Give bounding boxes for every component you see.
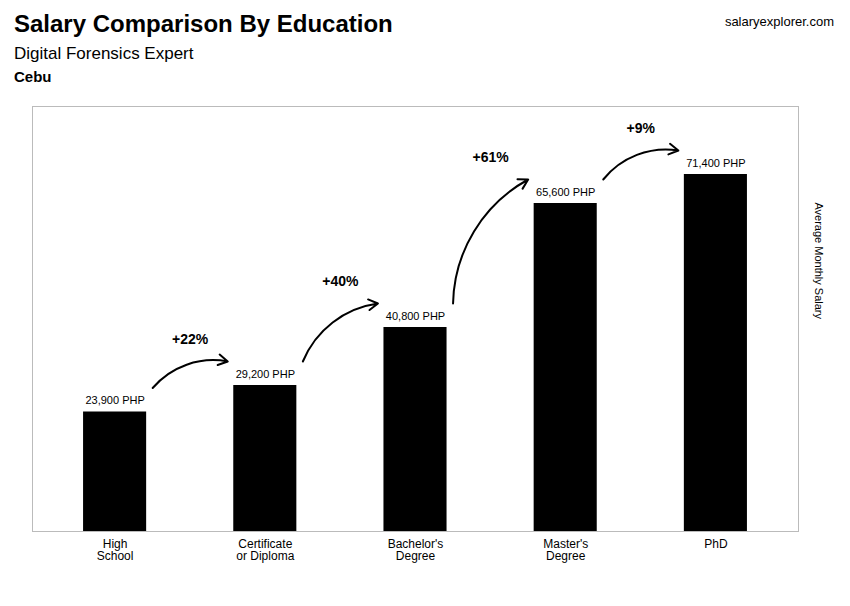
svg-text:71,400 PHP: 71,400 PHP — [686, 157, 745, 169]
html-text:Cebu: Cebu — [14, 68, 52, 85]
html-text:Digital Forensics Expert: Digital Forensics Expert — [14, 44, 194, 63]
html-text:salaryexplorer.com: salaryexplorer.com — [724, 14, 834, 29]
svg-text:HighSchool: HighSchool — [97, 537, 134, 563]
html-text:Salary Comparison By Education: Salary Comparison By Education — [14, 10, 393, 37]
svg-text:23,900 PHP: 23,900 PHP — [85, 394, 144, 406]
svg-text:+9%: +9% — [627, 120, 656, 136]
svg-text:+40%: +40% — [322, 273, 359, 289]
svg-text:29,200 PHP: 29,200 PHP — [236, 368, 295, 380]
svg-text:Average Monthly Salary: Average Monthly Salary — [813, 202, 825, 319]
svg-text:40,800 PHP: 40,800 PHP — [386, 310, 445, 322]
svg-text:+61%: +61% — [472, 149, 509, 165]
svg-text:Master'sDegree: Master'sDegree — [543, 537, 588, 563]
svg-text:Certificateor Diploma: Certificateor Diploma — [236, 537, 294, 563]
svg-text:PhD: PhD — [704, 537, 728, 551]
svg-text:Bachelor'sDegree: Bachelor'sDegree — [388, 537, 444, 563]
svg-text:65,600 PHP: 65,600 PHP — [536, 186, 595, 198]
svg-text:+22%: +22% — [172, 331, 209, 347]
